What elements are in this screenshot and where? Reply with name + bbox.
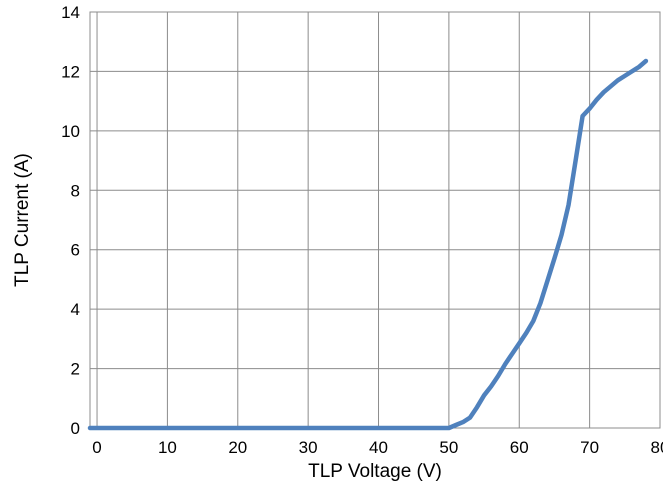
y-tick-label: 4 — [71, 300, 80, 319]
x-tick-label: 70 — [580, 438, 599, 457]
x-axis-label: TLP Voltage (V) — [308, 461, 442, 482]
x-axis-ticks: 0 10 20 30 40 50 60 70 80 — [92, 438, 663, 457]
y-tick-label: 14 — [61, 3, 80, 22]
y-tick-label: 10 — [61, 122, 80, 141]
x-tick-label: 50 — [439, 438, 458, 457]
plot-area-frame — [89, 11, 661, 429]
x-tick-label: 80 — [651, 438, 663, 457]
x-tick-label: 20 — [228, 438, 247, 457]
y-tick-label: 2 — [71, 360, 80, 379]
y-tick-label: 6 — [71, 241, 80, 260]
x-tick-label: 0 — [92, 438, 101, 457]
x-tick-label: 30 — [299, 438, 318, 457]
y-tick-label: 0 — [71, 419, 80, 438]
x-tick-label: 60 — [510, 438, 529, 457]
y-axis-label: TLP Current (A) — [12, 153, 33, 287]
x-tick-label: 40 — [369, 438, 388, 457]
y-axis-ticks: 0 2 4 6 8 10 12 14 — [61, 3, 80, 438]
series-layer — [87, 58, 649, 431]
x-tick-label: 10 — [158, 438, 177, 457]
y-tick-label: 8 — [71, 181, 80, 200]
grid — [90, 12, 660, 428]
series-line — [87, 58, 649, 431]
y-tick-label: 12 — [61, 62, 80, 81]
